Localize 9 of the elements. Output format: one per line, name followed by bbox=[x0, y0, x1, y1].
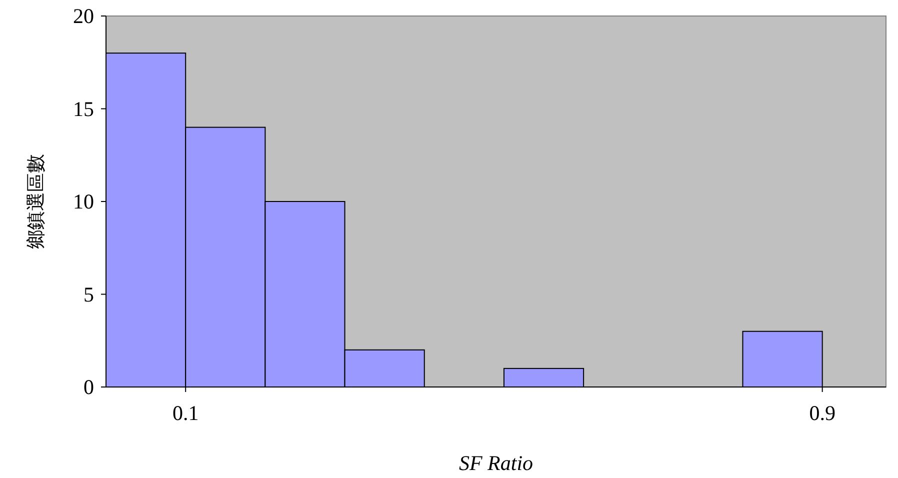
x-tick-label: 0.9 bbox=[809, 401, 836, 425]
y-tick-label: 10 bbox=[73, 190, 94, 214]
x-tick-label: 0.1 bbox=[172, 401, 199, 425]
y-axis-title: 鄉鎮選區數 bbox=[26, 154, 47, 249]
y-tick-label: 5 bbox=[84, 282, 94, 306]
y-tick-label: 0 bbox=[84, 375, 94, 399]
y-tick-label: 20 bbox=[73, 4, 94, 28]
y-tick-label: 15 bbox=[73, 96, 94, 121]
x-axis-title: SF Ratio bbox=[458, 451, 534, 475]
